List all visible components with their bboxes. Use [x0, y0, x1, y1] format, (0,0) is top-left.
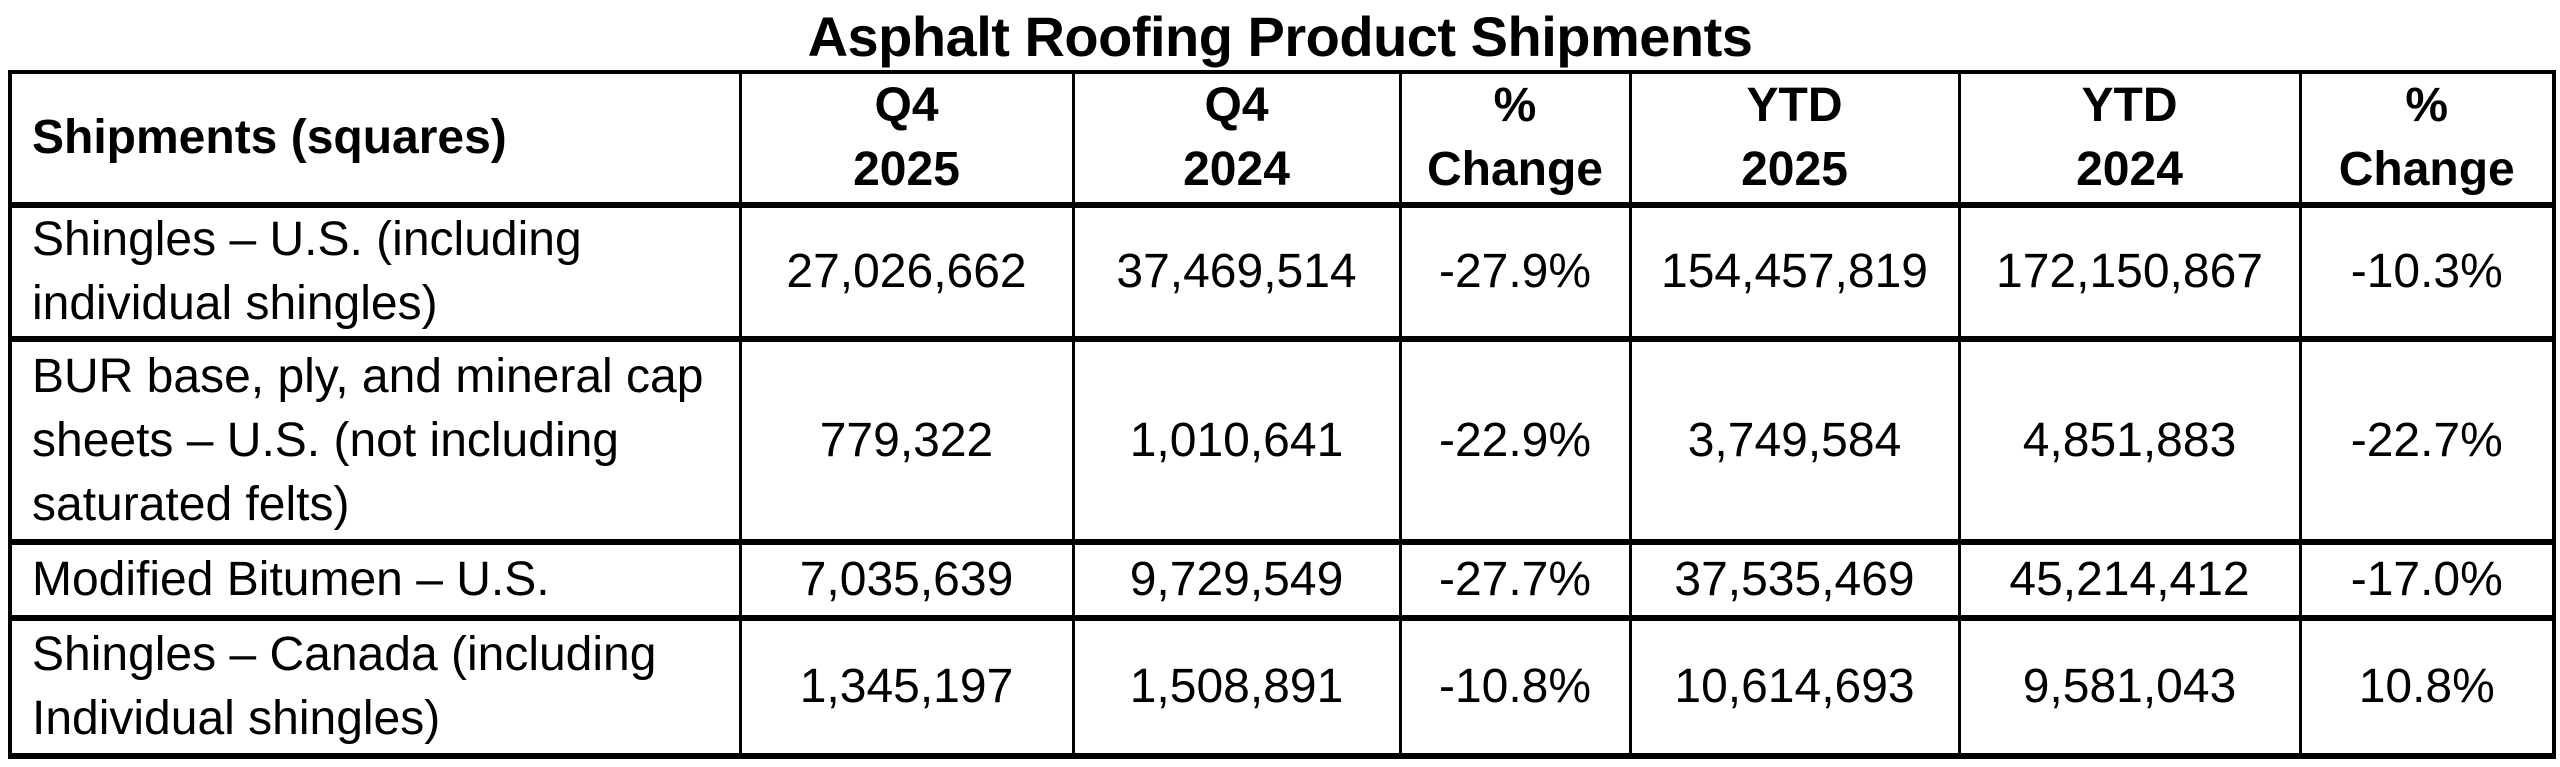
header-line: Q4 [1204, 79, 1269, 132]
column-header-pct-change-q4: % Change [1398, 72, 1632, 208]
data-cell: -17.0% [2298, 542, 2556, 621]
data-cell: 3,749,584 [1628, 339, 1961, 545]
header-line: % [1493, 79, 1537, 132]
header-line: Change [1426, 143, 1603, 196]
shipments-table: Shipments (squares) Q4 2025 Q4 2024 % Ch… [8, 70, 2556, 759]
table-row-modified-bitumen: Modified Bitumen – U.S. 7,035,639 9,729,… [8, 542, 2556, 621]
table-header-row: Shipments (squares) Q4 2025 Q4 2024 % Ch… [8, 72, 2556, 208]
data-cell: 9,729,549 [1071, 542, 1402, 621]
row-label: Shingles – Canada (including Individual … [8, 618, 742, 759]
table-row-bur-base: BUR base, ply, and mineral cap sheets – … [8, 339, 2556, 545]
data-cell: 7,035,639 [738, 542, 1075, 621]
data-cell: 45,214,412 [1957, 542, 2302, 621]
data-cell: 9,581,043 [1957, 618, 2302, 759]
table-row-shingles-canada: Shingles – Canada (including Individual … [8, 618, 2556, 759]
data-cell: 10.8% [2298, 618, 2556, 759]
row-label: Shingles – U.S. (including individual sh… [8, 205, 742, 342]
header-line: 2024 [1183, 143, 1290, 196]
data-cell: 27,026,662 [738, 205, 1075, 342]
data-cell: 1,010,641 [1071, 339, 1402, 545]
data-cell: 1,508,891 [1071, 618, 1402, 759]
data-cell: -27.7% [1398, 542, 1632, 621]
data-cell: 154,457,819 [1628, 205, 1961, 342]
page-title: Asphalt Roofing Product Shipments [807, 5, 1753, 68]
data-cell: -10.8% [1398, 618, 1632, 759]
header-line: Change [2338, 143, 2515, 196]
column-header-shipments: Shipments (squares) [8, 72, 742, 208]
header-line: 2025 [1741, 143, 1848, 196]
data-cell: -22.9% [1398, 339, 1632, 545]
row-label: BUR base, ply, and mineral cap sheets – … [8, 339, 742, 545]
data-cell: -27.9% [1398, 205, 1632, 342]
column-header-q4-2024: Q4 2024 [1071, 72, 1402, 208]
header-line: Q4 [874, 79, 939, 132]
column-header-q4-2025: Q4 2025 [738, 72, 1075, 208]
data-cell: 779,322 [738, 339, 1075, 545]
data-cell: -22.7% [2298, 339, 2556, 545]
table-row-shingles-us: Shingles – U.S. (including individual sh… [8, 205, 2556, 342]
header-line: YTD [1746, 79, 1843, 132]
column-header-ytd-2025: YTD 2025 [1628, 72, 1961, 208]
row-label: Modified Bitumen – U.S. [8, 542, 742, 621]
header-line: % [2405, 79, 2449, 132]
column-header-ytd-2024: YTD 2024 [1957, 72, 2302, 208]
column-header-pct-change-ytd: % Change [2298, 72, 2556, 208]
data-cell: 172,150,867 [1957, 205, 2302, 342]
header-line: YTD [2081, 79, 2178, 132]
data-cell: 4,851,883 [1957, 339, 2302, 545]
header-line: 2025 [853, 143, 960, 196]
data-cell: 37,535,469 [1628, 542, 1961, 621]
data-cell: -10.3% [2298, 205, 2556, 342]
data-cell: 1,345,197 [738, 618, 1075, 759]
data-cell: 10,614,693 [1628, 618, 1961, 759]
data-cell: 37,469,514 [1071, 205, 1402, 342]
header-line: 2024 [2076, 143, 2183, 196]
